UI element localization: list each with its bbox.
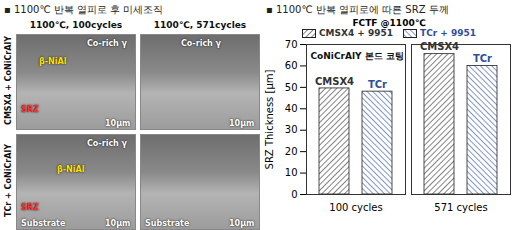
- html-text:CMSX4 + 9951: CMSX4 + 9951: [318, 28, 393, 38]
- svg-text:TCr: TCr: [473, 53, 492, 64]
- svg-text:CMSX4: CMSX4: [420, 41, 459, 52]
- svg-text:20: 20: [285, 146, 298, 157]
- svg-text:10: 10: [285, 167, 298, 178]
- html-text:FCTF @1100℃: FCTF @1100℃: [352, 18, 426, 28]
- html-text:▪ 1100℃ 반복 열피로에 따른 SRZ 두께: ▪ 1100℃ 반복 열피로에 따른 SRZ 두께: [266, 4, 449, 15]
- svg-text:60: 60: [285, 60, 298, 71]
- svg-text:0: 0: [291, 189, 297, 200]
- html-text:Co-rich γ: Co-rich γ: [87, 39, 127, 48]
- svg-text:TCr: TCr: [368, 79, 387, 90]
- svg-text:CMSX4: CMSX4: [315, 76, 354, 87]
- svg-text:CoNiCrAlY 본드 코팅: CoNiCrAlY 본드 코팅: [311, 51, 404, 61]
- html-text:Substrate: Substrate: [21, 219, 66, 228]
- html-text:CMSX4 + CoNiCrAlY: CMSX4 + CoNiCrAlY: [3, 36, 13, 125]
- html-text:β-NiAl: β-NiAl: [57, 165, 85, 174]
- svg-text:70: 70: [285, 39, 298, 50]
- html-text:Co-rich γ: Co-rich γ: [87, 139, 127, 148]
- html-text:TCr + CoNiCrAlY: TCr + CoNiCrAlY: [3, 144, 13, 217]
- svg-text:100 cycles: 100 cycles: [329, 202, 382, 213]
- svg-text:571 cycles: 571 cycles: [434, 202, 487, 213]
- html-text:SRZ: SRZ: [21, 105, 39, 114]
- svg-text:30: 30: [285, 124, 298, 135]
- html-text:10μm: 10μm: [229, 119, 255, 128]
- html-text:10μm: 10μm: [229, 219, 255, 228]
- html-text:10μm: 10μm: [105, 119, 131, 128]
- html-text:SRZ: SRZ: [21, 203, 39, 212]
- svg-text:SRZ Thickness [μm]: SRZ Thickness [μm]: [264, 69, 275, 169]
- html-text:Co-rich γ: Co-rich γ: [181, 39, 221, 48]
- html-text:1100℃, 571cycles: 1100℃, 571cycles: [153, 20, 247, 30]
- html-text:TCr + 9951: TCr + 9951: [420, 28, 477, 38]
- svg-text:50: 50: [285, 82, 298, 93]
- html-text:10μm: 10μm: [105, 219, 131, 228]
- html-text:▪ 1100℃ 반복 열피로 후 미세조직: ▪ 1100℃ 반복 열피로 후 미세조직: [4, 4, 164, 15]
- html-text:1100℃, 100cycles: 1100℃, 100cycles: [29, 20, 123, 30]
- html-text:β-NiAl: β-NiAl: [39, 57, 67, 66]
- svg-text:40: 40: [285, 103, 298, 114]
- html-text:Substrate: Substrate: [145, 219, 190, 228]
